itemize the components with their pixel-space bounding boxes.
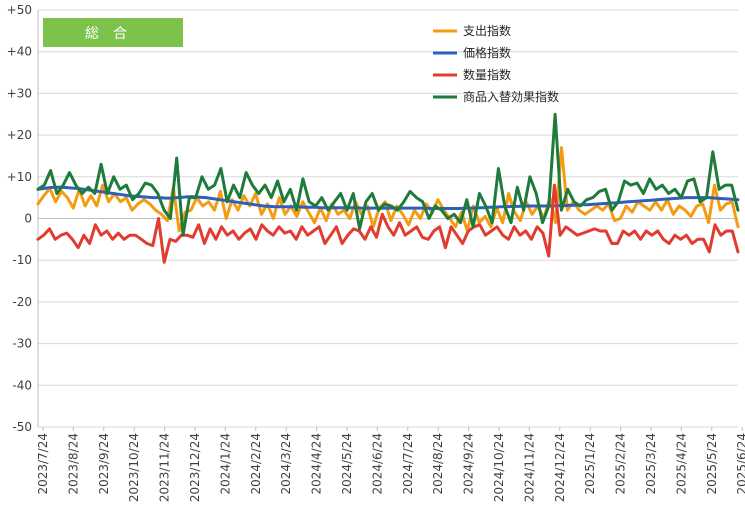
x-tick-label: 2024/11/24 — [522, 433, 536, 502]
x-tick-label: 2023/11/24 — [158, 433, 172, 502]
x-tick-label: 2025/2/24 — [614, 433, 628, 495]
y-tick-label: -10 — [12, 253, 32, 267]
y-tick-label: -30 — [12, 337, 32, 351]
x-tick-label: 2024/5/24 — [340, 433, 354, 495]
x-tick-label: 2024/4/24 — [310, 433, 324, 495]
x-tick-label: 2023/12/24 — [188, 433, 202, 502]
category-badge: 総合 — [43, 18, 183, 47]
x-tick-label: 2024/12/24 — [553, 433, 567, 502]
x-tick-label: 2023/9/24 — [97, 433, 111, 495]
series-lines — [36, 112, 740, 264]
series-line-1 — [36, 146, 740, 233]
x-tick-label: 2024/9/24 — [462, 433, 476, 495]
y-tick-label: +40 — [7, 45, 32, 59]
y-axis-ticks: +50 +40 +30 +20 +10 0 -10 -20 -30 -40 -50 — [7, 3, 32, 434]
y-tick-label: +30 — [7, 86, 32, 100]
series-line-3 — [36, 183, 740, 264]
x-tick-label: 2024/3/24 — [279, 433, 293, 495]
x-tick-label: 2024/1/24 — [218, 433, 232, 495]
y-tick-label: +10 — [7, 170, 32, 184]
y-tick-label: -50 — [12, 420, 32, 434]
x-tick-label: 2024/2/24 — [249, 433, 263, 495]
series-line-4 — [36, 112, 740, 237]
badge-background — [43, 18, 183, 47]
x-tick-label: 2024/10/24 — [492, 433, 506, 502]
x-tick-label: 2025/1/24 — [583, 433, 597, 495]
y-tick-label: +20 — [7, 128, 32, 142]
legend-label: 価格指数 — [463, 45, 511, 60]
x-tick-label: 2025/5/24 — [705, 433, 719, 495]
x-tick-label: 2025/4/24 — [674, 433, 688, 495]
y-tick-label: -40 — [12, 378, 32, 392]
y-tick-label: +50 — [7, 3, 32, 17]
x-tick-label: 2023/10/24 — [127, 433, 141, 502]
x-tick-label: 2023/8/24 — [66, 433, 80, 495]
x-axis: 2023/7/24 2023/8/24 2023/9/24 2023/10/24 202… — [36, 427, 745, 502]
x-tick-label: 2025/6/24 — [735, 433, 745, 495]
y-tick-label: 0 — [24, 212, 32, 226]
grid-lines — [37, 9, 738, 428]
legend-label: 商品入替効果指数 — [463, 89, 559, 104]
x-tick-label: 2024/6/24 — [370, 433, 384, 495]
badge-text: 総合 — [85, 26, 141, 42]
x-tick-label: 2023/7/24 — [36, 433, 50, 495]
legend-label: 数量指数 — [463, 67, 511, 82]
x-tick-label: 2024/8/24 — [431, 433, 445, 495]
x-tick-label: 2025/3/24 — [644, 433, 658, 495]
y-tick-label: -20 — [12, 295, 32, 309]
x-tick-label: 2024/7/24 — [401, 433, 415, 495]
legend-label: 支出指数 — [463, 23, 511, 38]
series-line-2 — [36, 185, 740, 210]
